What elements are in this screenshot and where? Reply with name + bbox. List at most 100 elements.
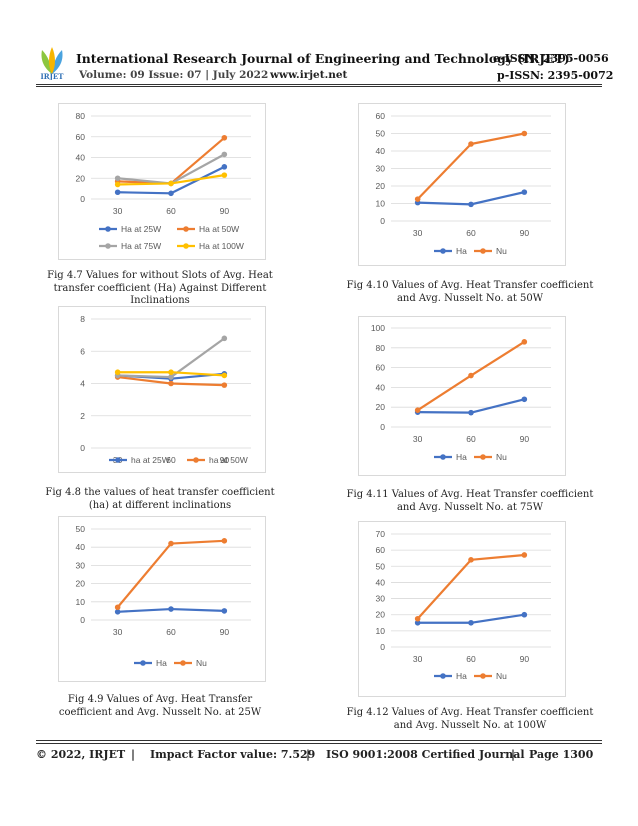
volume-issue: Volume: 09 Issue: 07 | July 2022 <box>79 69 269 81</box>
x-tick-label: 30 <box>113 627 123 637</box>
footer-rule-2 <box>36 743 602 744</box>
legend-label: Nu <box>496 452 507 462</box>
data-point <box>468 201 474 208</box>
x-tick-label: 60 <box>166 455 176 465</box>
data-point <box>114 609 121 615</box>
legend-label: Nu <box>496 246 507 256</box>
y-tick-label: 20 <box>76 579 86 589</box>
data-point <box>221 538 228 544</box>
chart-fig-4-12: 0 10 20 30 40 50 60 70 30 60 90 Ha Nu <box>358 521 566 697</box>
data-point <box>221 382 228 388</box>
y-tick-label: 100 <box>371 323 385 333</box>
data-point <box>221 608 228 614</box>
y-tick-label: 8 <box>80 314 85 324</box>
x-tick-label: 60 <box>166 206 176 216</box>
irjet-logo: IRJET <box>41 47 64 80</box>
y-tick-label: 30 <box>376 594 386 604</box>
y-tick-label: 50 <box>376 561 386 571</box>
caption-fig-4-11: Fig 4.11 Values of Avg. Heat Transfer co… <box>346 489 594 513</box>
footer-impact-factor: Impact Factor value: 7.529 <box>150 748 316 761</box>
legend-marker <box>183 243 189 249</box>
y-tick-label: 30 <box>76 560 86 570</box>
chart-fig-4-11: 0 20 40 60 80 100 30 60 90 Ha Nu <box>358 316 566 476</box>
y-tick-label: 40 <box>376 382 386 392</box>
y-tick-label: 80 <box>376 343 386 353</box>
caption-fig-4-12: Fig 4.12 Values of Avg. Heat Transfer co… <box>346 707 594 731</box>
y-tick-label: 60 <box>376 111 386 121</box>
data-point <box>168 606 174 612</box>
data-point <box>168 180 174 187</box>
y-tick-label: 40 <box>76 542 86 552</box>
chart-svg: 0 10 20 30 40 50 30 60 90 Ha Nu <box>76 524 251 668</box>
chart-svg: 0 20 40 60 80 30 60 90 Ha at 25W Ha at 50W Ha at 7… <box>76 111 251 251</box>
chart-svg: 0 10 20 30 40 50 60 30 60 90 Ha Nu <box>376 111 551 256</box>
header-rule-2 <box>36 86 602 87</box>
data-point <box>468 409 474 416</box>
x-tick-label: 60 <box>466 434 476 444</box>
footer-separator: | <box>306 748 311 761</box>
legend-marker <box>193 457 199 463</box>
y-tick-label: 0 <box>80 194 85 204</box>
footer-separator: | <box>131 748 136 761</box>
data-point <box>468 141 474 147</box>
footer-copyright: © 2022, IRJET <box>36 748 126 761</box>
x-tick-label: 90 <box>220 455 230 465</box>
footer-rule <box>36 740 602 741</box>
y-tick-label: 10 <box>76 597 86 607</box>
series-line <box>116 539 225 608</box>
y-tick-label: 70 <box>376 529 386 539</box>
y-tick-label: 10 <box>376 626 386 636</box>
data-point <box>221 335 228 342</box>
x-tick-label: 90 <box>220 627 230 637</box>
legend-marker <box>480 454 486 460</box>
y-tick-label: 6 <box>80 346 85 356</box>
x-tick-label: 60 <box>466 228 476 238</box>
website-link[interactable]: www.irjet.net <box>270 69 348 81</box>
data-point <box>168 190 174 197</box>
data-point <box>114 181 121 188</box>
y-tick-label: 40 <box>76 153 86 163</box>
series-line <box>117 153 225 185</box>
y-tick-label: 50 <box>76 524 86 534</box>
data-point <box>521 130 528 137</box>
y-tick-label: 50 <box>376 129 386 139</box>
legend-label: Ha at 50W <box>199 224 239 234</box>
chart-fig-4-10: 0 10 20 30 40 50 60 30 60 90 Ha Nu <box>358 103 566 266</box>
legend-marker <box>105 226 111 232</box>
y-tick-label: 60 <box>76 132 86 142</box>
legend-label: Ha at 25W <box>121 224 161 234</box>
y-tick-label: 20 <box>376 402 386 412</box>
data-point <box>221 372 228 379</box>
y-tick-label: 0 <box>380 642 385 652</box>
legend-label: Ha at 75W <box>121 241 161 251</box>
header-rule <box>36 84 602 85</box>
y-tick-label: 60 <box>376 363 386 373</box>
x-tick-label: 30 <box>413 434 423 444</box>
y-tick-label: 30 <box>376 164 386 174</box>
legend-marker <box>140 660 146 666</box>
chart-svg: 0 20 40 60 80 100 30 60 90 Ha Nu <box>371 323 551 462</box>
y-tick-label: 20 <box>376 610 386 620</box>
data-point <box>521 611 528 618</box>
legend-marker <box>115 457 121 463</box>
x-tick-label: 90 <box>520 434 530 444</box>
legend-label: Ha at 100W <box>199 241 244 251</box>
legend-label: Nu <box>496 671 507 681</box>
legend-marker <box>480 248 486 254</box>
y-tick-label: 0 <box>80 443 85 453</box>
legend-marker <box>180 660 186 666</box>
footer-page-number: Page 1300 <box>529 748 594 761</box>
data-point <box>221 134 228 141</box>
y-tick-label: 40 <box>376 577 386 587</box>
x-tick-label: 90 <box>220 206 230 216</box>
data-point <box>521 552 528 558</box>
data-point <box>221 172 228 178</box>
x-tick-label: 30 <box>113 206 123 216</box>
data-point <box>168 374 174 380</box>
x-tick-label: 90 <box>520 654 530 664</box>
data-point <box>414 407 421 413</box>
legend-label: Ha <box>156 658 167 668</box>
y-tick-label: 0 <box>380 216 385 226</box>
y-tick-label: 60 <box>376 545 386 555</box>
